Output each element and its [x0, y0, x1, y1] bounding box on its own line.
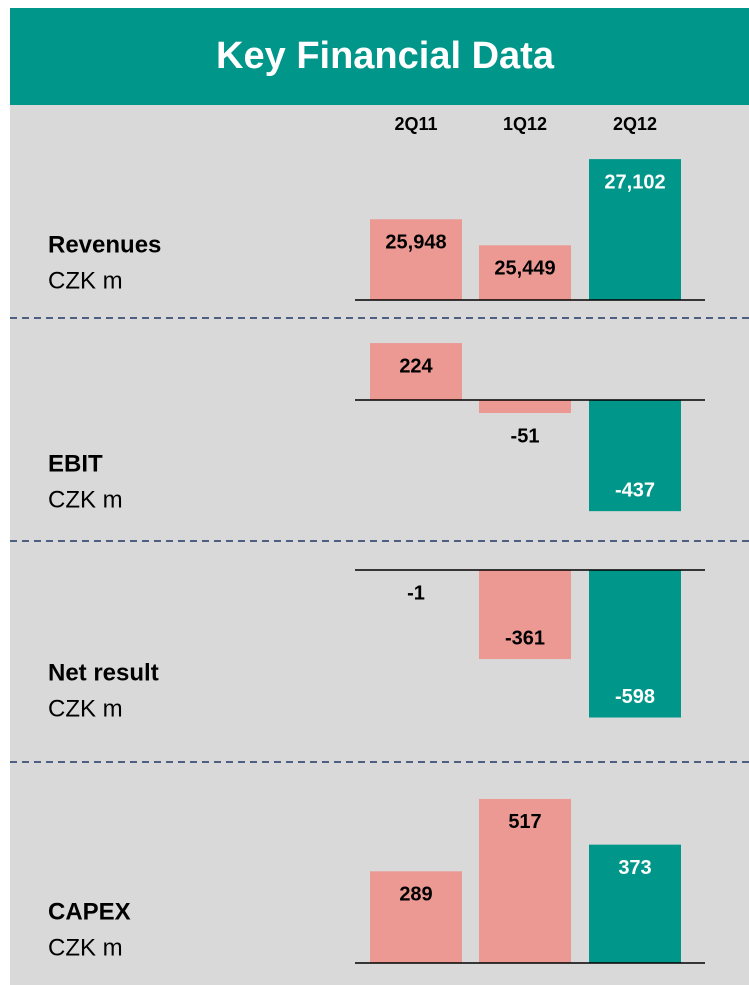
row-unit: CZK m	[48, 267, 123, 294]
value-label: 224	[399, 355, 433, 377]
bar	[479, 570, 571, 660]
value-label: 517	[508, 811, 541, 833]
header	[10, 8, 749, 105]
x-tick-label: 2Q12	[613, 114, 657, 134]
value-label: 373	[618, 857, 651, 879]
bar	[589, 400, 681, 512]
bar	[589, 844, 681, 963]
row-title: Revenues	[48, 231, 161, 258]
value-label: -598	[615, 686, 655, 708]
value-label: -437	[615, 479, 655, 501]
value-label: -51	[511, 425, 540, 447]
bar	[370, 343, 462, 401]
bar	[479, 245, 571, 300]
value-label: -1	[407, 583, 425, 605]
row-unit: CZK m	[48, 695, 123, 722]
bar	[370, 219, 462, 300]
bar	[370, 871, 462, 963]
x-tick-label: 1Q12	[503, 114, 547, 134]
x-tick-label: 2Q11	[394, 114, 437, 134]
row-unit: CZK m	[48, 934, 123, 961]
row-title: CAPEX	[48, 898, 131, 925]
value-label: -361	[505, 627, 545, 649]
value-label: 25,948	[385, 232, 446, 254]
row-unit: CZK m	[48, 486, 123, 513]
value-label: 27,102	[604, 171, 665, 193]
bar	[589, 570, 681, 718]
bar	[479, 798, 571, 963]
row-title: EBIT	[48, 450, 103, 477]
value-label: 289	[399, 884, 432, 906]
bar	[589, 159, 681, 300]
row-title: Net result	[48, 659, 159, 686]
value-label: 25,449	[494, 258, 555, 280]
page-title: Key Financial Data	[216, 35, 555, 77]
bar	[479, 400, 571, 413]
